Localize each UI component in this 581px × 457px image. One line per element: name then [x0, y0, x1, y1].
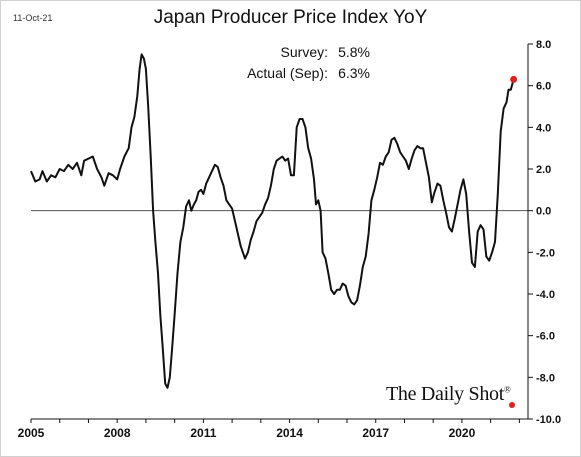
x-tick-label: 2005 [18, 426, 45, 440]
x-tick-label: 2017 [362, 426, 389, 440]
chart-date: 11-Oct-21 [13, 13, 53, 23]
brand-reg-mark: ® [504, 384, 511, 395]
y-tick-label: -6.0 [536, 331, 555, 343]
x-tick-label: 2008 [104, 426, 131, 440]
y-tick-label: 4.0 [536, 122, 551, 134]
survey-value: 5.8% [338, 44, 370, 60]
brand-name: The Daily Shot [386, 383, 505, 405]
y-tick-label: -4.0 [536, 289, 555, 301]
chart-title: Japan Producer Price Index YoY [153, 7, 428, 28]
actual-note: Actual (Sep): 6.3% [220, 65, 370, 81]
actual-value: 6.3% [338, 65, 370, 81]
actual-label: Actual (Sep): [247, 65, 328, 81]
x-tick-label: 2011 [190, 426, 216, 440]
survey-label: Survey: [280, 44, 328, 60]
y-tick-label: -10.0 [536, 414, 561, 426]
y-tick-label: 6.0 [536, 81, 551, 93]
x-tick-label: 2014 [276, 426, 303, 440]
y-tick-label: -8.0 [536, 372, 555, 384]
brand-red-dot [509, 402, 515, 408]
chart-annotations: Survey: 5.8% Actual (Sep): 6.3% [220, 44, 370, 86]
survey-note: Survey: 5.8% [220, 44, 370, 60]
y-tick-label: -2.0 [536, 247, 555, 259]
y-tick-label: 8.0 [536, 39, 551, 51]
y-tick-label: 2.0 [536, 164, 551, 176]
x-tick-label: 2020 [449, 426, 476, 440]
y-tick-label: 0.0 [536, 206, 551, 218]
brand-logo: The Daily Shot® [386, 383, 511, 406]
ppi-series-line [30, 53, 515, 389]
last-point-marker [510, 75, 518, 83]
